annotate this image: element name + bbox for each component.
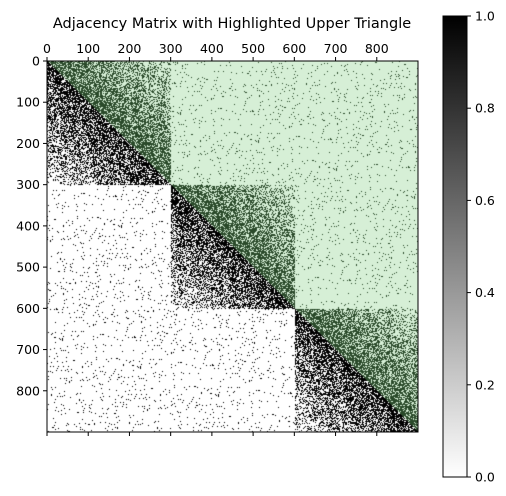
y-tick-label: 700 [16, 342, 40, 357]
x-tick-label: 100 [76, 41, 100, 56]
y-tick-label: 0 [32, 54, 40, 69]
y-tick-label: 200 [16, 136, 40, 151]
y-axis-left: 0 100 200 300 400 500 600 700 800 [16, 54, 47, 398]
y-tick-label: 500 [16, 260, 40, 275]
colorbar-ticks: 0.0 0.2 0.4 0.6 0.8 1.0 [467, 9, 495, 485]
x-axis-bottom-ticks [46, 432, 378, 436]
colorbar-tick-label: 0.0 [475, 470, 495, 485]
colorbar: 0.0 0.2 0.4 0.6 0.8 1.0 [442, 9, 495, 485]
x-tick-label: 700 [324, 41, 348, 56]
x-tick-label: 600 [282, 41, 306, 56]
x-tick-label: 300 [159, 41, 183, 56]
colorbar-gradient [442, 15, 468, 478]
adjacency-matrix [47, 61, 418, 432]
y-tick-label: 300 [16, 177, 40, 192]
x-tick-label: 400 [200, 41, 224, 56]
x-axis-top: 0 100 200 300 400 500 600 700 800 [43, 41, 389, 61]
colorbar-tick-label: 0.8 [475, 101, 495, 116]
y-tick-label: 600 [16, 301, 40, 316]
colorbar-tick-label: 1.0 [475, 9, 495, 24]
plot-frame [46, 60, 419, 433]
colorbar-tick-label: 0.2 [475, 377, 495, 392]
x-tick-label: 800 [365, 41, 389, 56]
y-tick-label: 800 [16, 383, 40, 398]
colorbar-tick-label: 0.4 [475, 285, 495, 300]
x-tick-label: 200 [118, 41, 142, 56]
matrix-image [47, 61, 418, 432]
x-tick-label: 0 [43, 41, 51, 56]
x-tick-label: 500 [241, 41, 265, 56]
y-tick-label: 100 [16, 95, 40, 110]
y-tick-label: 400 [16, 218, 40, 233]
colorbar-tick-label: 0.6 [475, 193, 495, 208]
chart-title: Adjacency Matrix with Highlighted Upper … [53, 16, 411, 32]
